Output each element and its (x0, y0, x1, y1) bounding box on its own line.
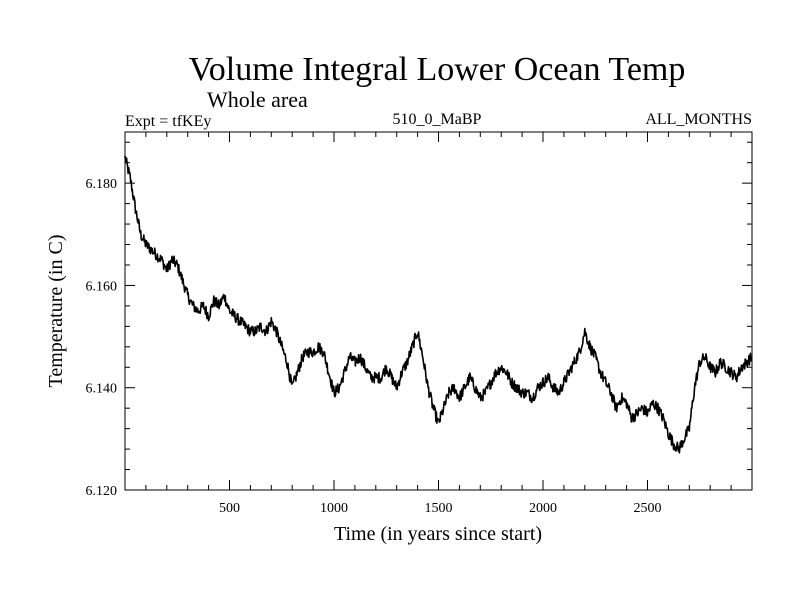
x-tick-label: 1500 (425, 501, 453, 516)
x-tick-label: 500 (219, 501, 240, 516)
y-tick-label: 6.160 (86, 279, 118, 294)
plot-frame (124, 131, 753, 491)
x-tick-label: 1000 (320, 501, 348, 516)
y-tick-label: 6.180 (86, 177, 118, 192)
y-axis: 6.120 6.140 6.160 6.180 (86, 141, 752, 499)
chart-title: Volume Integral Lower Ocean Temp (189, 51, 686, 88)
months-label: ALL_MONTHS (645, 111, 752, 128)
x-axis: 500 1000 1500 2000 2500 (145, 132, 732, 516)
y-axis-label: Temperature (in C) (45, 235, 67, 388)
x-tick-label: 2000 (529, 501, 557, 516)
x-axis-label: Time (in years since start) (334, 523, 542, 545)
y-tick-label: 6.140 (86, 382, 118, 397)
x-tick-label: 2500 (634, 501, 662, 516)
series-line (124, 155, 753, 454)
series-layer (124, 155, 753, 454)
chart-subtitle: Whole area (207, 87, 308, 112)
y-tick-label: 6.120 (86, 484, 118, 499)
experiment-id-label: 510_0_MaBP (393, 111, 482, 128)
experiment-label: Expt = tfKEy (125, 113, 211, 130)
